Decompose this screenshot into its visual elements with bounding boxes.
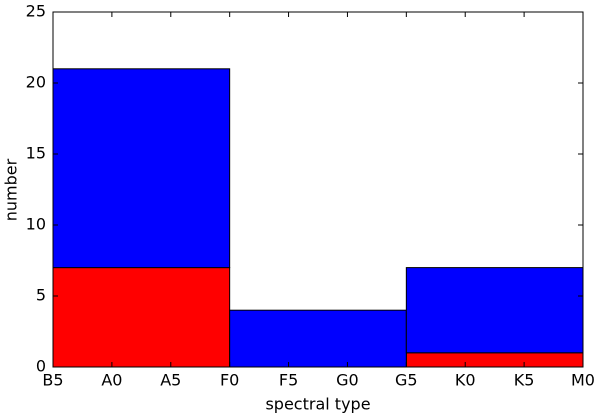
x-tick-label: K5 [514,371,535,390]
x-tick-label: K0 [455,371,476,390]
plot-frame [52,11,584,368]
x-tick-label: M0 [571,371,595,390]
y-tick-label: 20 [26,73,46,92]
x-tick-label: F0 [220,371,239,390]
histogram-bar [52,68,231,269]
x-tick-label: B5 [42,371,63,390]
y-tick-label: 10 [26,215,46,234]
y-tick-label: 25 [26,2,46,21]
histogram-bar [405,267,584,354]
y-tick-label: 0 [36,357,46,376]
x-tick-label: A0 [101,371,122,390]
histogram-bar [52,267,231,368]
x-tick-label: G0 [336,371,359,390]
x-axis-label: spectral type [265,395,370,414]
y-tick-label: 15 [26,144,46,163]
histogram-bar [405,352,584,368]
x-tick-label: F5 [279,371,298,390]
x-tick-label: G5 [395,371,418,390]
y-axis-label: number [2,158,21,221]
histogram-bar [229,309,407,368]
x-tick-label: A5 [160,371,181,390]
y-tick-label: 5 [36,286,46,305]
